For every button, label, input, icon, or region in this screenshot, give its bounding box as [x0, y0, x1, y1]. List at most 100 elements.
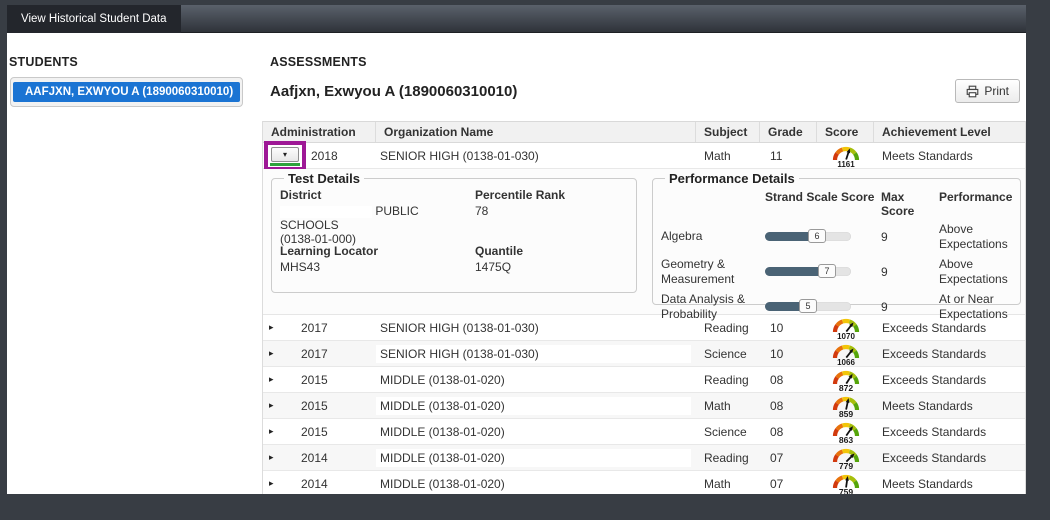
tab-view-historical-student-data[interactable]: View Historical Student Data: [7, 5, 181, 33]
percentile-rank-block: Percentile Rank78: [475, 188, 625, 244]
app-frame: View Historical Student Data STUDENTS AA…: [0, 0, 1050, 520]
organization-name: MIDDLE (0138-01-020): [376, 449, 691, 467]
grade-cell: 08: [760, 373, 817, 387]
percentile-rank-label: Percentile Rank: [475, 188, 625, 202]
achievement-level-cell: Exceeds Standards: [874, 347, 1025, 361]
column-header-administration: Administration: [263, 122, 376, 142]
organization-cell: SENIOR HIGH (0138-01-030): [376, 319, 696, 337]
strand-row: Data Analysis & Probability59At or Near …: [661, 290, 1012, 323]
administration-year: 2015: [301, 373, 328, 387]
column-header-grade: Grade: [760, 122, 817, 142]
score-cell: 1066: [817, 341, 874, 367]
district-label: District: [280, 188, 475, 202]
table-body: ▾2018SENIOR HIGH (0138-01-030)Math111161…: [263, 143, 1025, 494]
administration-cell: ▾ 2018: [263, 143, 376, 168]
organization-cell: SENIOR HIGH (0138-01-030): [376, 147, 696, 165]
score-cell: 872: [817, 367, 874, 393]
learning-locator-block: Learning LocatorMHS43: [280, 244, 475, 274]
achievement-level-cell: Exceeds Standards: [874, 451, 1025, 465]
subject-cell: Reading: [696, 373, 760, 387]
grade-cell: 10: [760, 347, 817, 361]
student-title: Aafjxn, Exwyou A (1890060310010): [270, 83, 517, 100]
achievement-level-cell: Meets Standards: [874, 399, 1025, 413]
administration-cell: ▸ 2015: [263, 393, 376, 418]
achievement-level-cell: Meets Standards: [874, 149, 1025, 163]
organization-cell: MIDDLE (0138-01-020): [376, 423, 696, 441]
administration-year: 2015: [301, 399, 328, 413]
score-gauge-icon: 1066: [829, 341, 863, 367]
organization-cell: MIDDLE (0138-01-020): [376, 371, 696, 389]
organization-cell: MIDDLE (0138-01-020): [376, 475, 696, 493]
learning-locator-label: Learning Locator: [280, 244, 475, 258]
column-header-score: Score: [817, 122, 874, 142]
strand-name: Algebra: [661, 229, 765, 243]
svg-text:1161: 1161: [837, 160, 855, 169]
administration-year: 2017: [301, 347, 328, 361]
score-cell: 863: [817, 419, 874, 445]
table-header: AdministrationOrganization NameSubjectGr…: [263, 121, 1025, 143]
subject-cell: Math: [696, 149, 760, 163]
expand-collapsed-icon[interactable]: ▸: [269, 426, 281, 437]
column-header-subject: Subject: [696, 122, 760, 142]
slider-handle: 6: [808, 229, 826, 243]
organization-name: SENIOR HIGH (0138-01-030): [376, 147, 691, 165]
score-gauge-icon: 863: [829, 419, 863, 445]
organization-name: SENIOR HIGH (0138-01-030): [376, 319, 691, 337]
administration-year: 2017: [301, 321, 328, 335]
administration-year: 2018: [311, 149, 338, 163]
annotation-highlight-box: ▾: [264, 141, 306, 171]
table-row: ▸2017SENIOR HIGH (0138-01-030)Science101…: [263, 341, 1025, 367]
grade-cell: 11: [760, 149, 817, 163]
student-list: AAFJXN, EXWYOU A (1890060310010): [10, 77, 243, 107]
organization-name: MIDDLE (0138-01-020): [376, 371, 691, 389]
test-details-right-column: Percentile Rank78Quantile1475Q: [475, 188, 625, 274]
title-row: Aafjxn, Exwyou A (1890060310010) Print: [270, 83, 1026, 109]
strand-scale-score-header: Strand Scale Score: [765, 190, 881, 218]
expand-collapsed-icon[interactable]: ▸: [269, 348, 281, 359]
test-details-left-column: District PUBLIC SCHOOLS(0138-01-000)Lear…: [280, 188, 475, 274]
expand-collapsed-icon[interactable]: ▸: [269, 374, 281, 385]
strand-row: Geometry & Measurement79Above Expectatio…: [661, 255, 1012, 288]
administration-cell: ▸ 2017: [263, 341, 376, 366]
quantile-label: Quantile: [475, 244, 625, 258]
svg-text:779: 779: [838, 461, 853, 471]
strand-score-slider: 6: [765, 232, 851, 241]
expand-collapsed-icon[interactable]: ▸: [269, 478, 281, 489]
test-details-title: Test Details: [284, 171, 364, 186]
administration-cell: ▸ 2017: [263, 315, 376, 340]
table-row: ▸ 2015 MIDDLE (0138-01-020) Reading08872Exc…: [263, 367, 1025, 393]
administration-cell: ▸ 2015: [263, 367, 376, 392]
assessments-panel: ASSESSMENTS Aafjxn, Exwyou A (1890060310…: [262, 33, 1026, 494]
subject-cell: Science: [696, 347, 760, 361]
strand-score-slider: 7: [765, 267, 851, 276]
performance-header-row: Strand Scale ScoreMax ScorePerformance: [661, 190, 1012, 218]
student-list-item[interactable]: AAFJXN, EXWYOU A (1890060310010): [13, 82, 240, 102]
administration-year: 2015: [301, 425, 328, 439]
achievement-level-cell: Exceeds Standards: [874, 425, 1025, 439]
test-details-panel: Test Details District PUBLIC SCHOOLS(0138…: [271, 171, 637, 293]
expand-collapsed-icon[interactable]: ▸: [269, 452, 281, 463]
svg-text:859: 859: [838, 409, 853, 419]
table-row: ▸2014MIDDLE (0138-01-020)Reading07779Exc…: [263, 445, 1025, 471]
svg-text:1066: 1066: [837, 358, 855, 367]
score-cell: 759: [817, 471, 874, 495]
expand-open-icon[interactable]: ▾: [271, 147, 299, 162]
strand-name: Geometry & Measurement: [661, 257, 765, 286]
strand-performance: Above Expectations: [939, 222, 1012, 252]
score-cell: 1161: [817, 143, 874, 169]
column-header-achievement-level: Achievement Level: [874, 122, 1025, 142]
expand-collapsed-icon[interactable]: ▸: [269, 400, 281, 411]
achievement-level-cell: Exceeds Standards: [874, 373, 1025, 387]
expand-collapsed-icon[interactable]: ▸: [269, 322, 281, 333]
column-header-organization-name: Organization Name: [376, 122, 696, 142]
subject-cell: Math: [696, 399, 760, 413]
administration-year: 2014: [301, 451, 328, 465]
score-gauge-icon: 779: [829, 445, 863, 471]
print-button[interactable]: Print: [955, 79, 1020, 103]
strand-max-score: 9: [881, 300, 939, 314]
organization-name: MIDDLE (0138-01-020): [376, 423, 691, 441]
organization-cell: MIDDLE (0138-01-020): [376, 449, 696, 467]
subject-cell: Math: [696, 477, 760, 491]
quantile-block: Quantile1475Q: [475, 244, 625, 274]
students-heading: STUDENTS: [9, 55, 262, 69]
